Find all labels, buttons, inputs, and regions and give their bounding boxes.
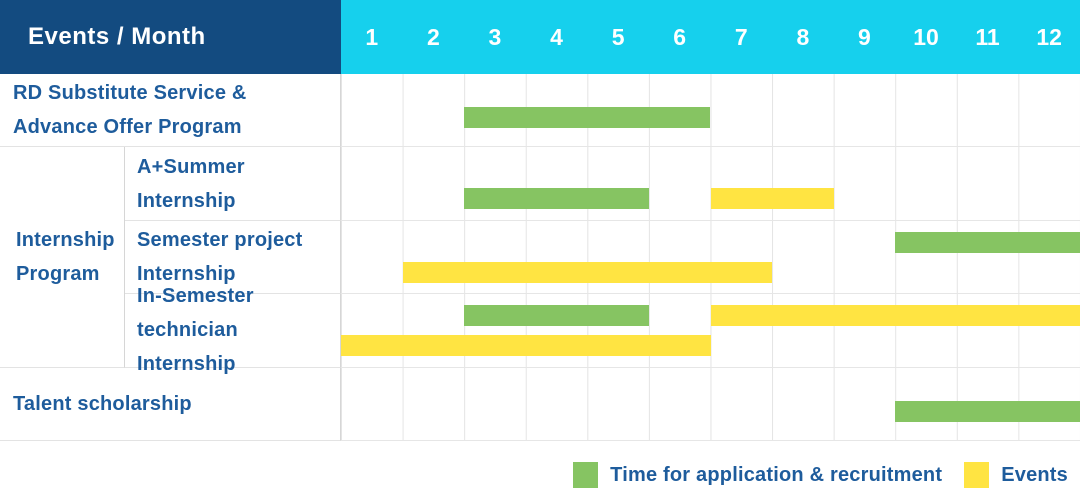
month-label: 11 — [975, 23, 1000, 50]
month-label: 4 — [550, 23, 563, 50]
legend-item-application: Time for application & recruitment — [573, 462, 942, 488]
gantt-bar-event — [710, 305, 1080, 327]
group-label-internship-program: Internship Program — [0, 147, 125, 368]
row-label-semester-project: Semester project Internship — [125, 220, 341, 295]
legend-item-events: Events — [964, 462, 1068, 488]
chart-cell-in-semester-technician — [341, 294, 1080, 368]
month-label: 8 — [796, 23, 810, 50]
row-label-rd-substitute: RD Substitute Service & Advance Offer Pr… — [0, 74, 341, 148]
row-label-in-semester-technician: In-Semester technician Internship — [125, 285, 341, 375]
month-label: 2 — [426, 23, 440, 50]
chart-cell-talent-scholarship — [341, 367, 1080, 441]
chart-cell-rd-substitute — [341, 74, 1080, 148]
month-label: 5 — [611, 23, 625, 50]
month-label: 6 — [673, 23, 687, 50]
legend-swatch-events-icon — [964, 462, 990, 488]
gantt-table: Events / Month 1 2 3 4 5 6 7 8 9 10 11 12 RD Substi… — [0, 0, 1080, 441]
events-month-header-label: Events / Month — [28, 23, 206, 50]
gantt-bar-application — [895, 400, 1080, 422]
chart-cell-semester-project — [341, 220, 1080, 295]
gantt-bar-event — [710, 188, 834, 210]
gantt-bar-event — [341, 335, 711, 357]
month-label: 9 — [858, 23, 871, 50]
legend-label-events: Events — [1001, 463, 1068, 486]
month-label: 10 — [913, 23, 939, 50]
chart-cell-aplus-summer — [341, 147, 1080, 221]
gantt-bar-event — [402, 261, 773, 283]
row-label-talent-scholarship: Talent scholarship — [0, 367, 341, 441]
month-label: 12 — [1036, 23, 1062, 50]
month-label: 7 — [734, 23, 748, 50]
legend-label-application: Time for application & recruitment — [610, 463, 943, 486]
legend-swatch-application-icon — [573, 462, 599, 488]
row-label-aplus-summer: A+Summer Internship — [125, 147, 341, 221]
gantt-bar-application — [464, 188, 649, 210]
gantt-bar-application — [464, 305, 649, 327]
month-label: 3 — [488, 23, 502, 50]
month-label: 1 — [365, 23, 379, 50]
month-header: 1 2 3 4 5 6 7 8 9 10 11 12 — [341, 0, 1080, 74]
gantt-bar-application — [895, 231, 1080, 253]
legend: Time for application & recruitment Event… — [573, 462, 1068, 488]
events-month-header: Events / Month — [0, 0, 341, 74]
gantt-bar-application — [464, 107, 711, 128]
